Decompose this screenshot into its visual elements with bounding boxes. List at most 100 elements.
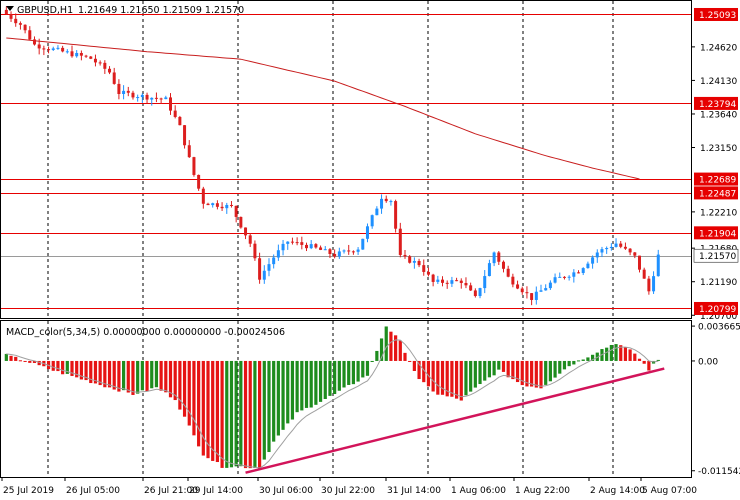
macd-bar bbox=[9, 355, 13, 361]
candle-body bbox=[197, 174, 201, 189]
macd-bar bbox=[211, 360, 215, 461]
macd-bar bbox=[590, 354, 595, 361]
candle-body bbox=[562, 276, 566, 278]
macd-bar bbox=[333, 360, 337, 395]
candle-body bbox=[272, 257, 276, 265]
macd-bar bbox=[37, 360, 41, 366]
macd-bar bbox=[164, 360, 168, 393]
macd-bar bbox=[548, 360, 552, 382]
macd-bar bbox=[595, 352, 599, 361]
macd-bar bbox=[656, 359, 660, 361]
candle-body bbox=[244, 227, 248, 236]
macd-bar bbox=[609, 344, 613, 361]
candle-body bbox=[42, 48, 46, 50]
macd-bar bbox=[75, 360, 79, 378]
candle-body bbox=[150, 97, 154, 100]
candle-body bbox=[351, 251, 355, 253]
macd-bar bbox=[70, 360, 74, 376]
candle-body bbox=[70, 51, 74, 57]
macd-bar bbox=[197, 360, 201, 447]
macd-bar bbox=[253, 360, 257, 469]
macd-bar bbox=[530, 360, 534, 387]
price-panel[interactable] bbox=[0, 0, 692, 319]
candle-body bbox=[483, 276, 487, 289]
macd-bar bbox=[586, 357, 590, 361]
collapse-triangle-icon[interactable] bbox=[6, 6, 14, 11]
candle-body bbox=[426, 271, 430, 275]
candle-body bbox=[23, 24, 27, 31]
candle-body bbox=[577, 272, 581, 274]
candle-body bbox=[525, 292, 529, 294]
macd-bar bbox=[394, 335, 398, 361]
candle-body bbox=[319, 247, 323, 250]
macd-bar bbox=[436, 360, 440, 395]
candle-body bbox=[600, 249, 604, 253]
time-tick-label: 29 Jul 14:00 bbox=[189, 486, 243, 496]
candle-body bbox=[136, 97, 140, 99]
candle-body bbox=[370, 215, 374, 227]
candle-body bbox=[314, 244, 318, 248]
time-tick-label: 30 Jul 06:00 bbox=[259, 486, 313, 496]
candle-body bbox=[553, 277, 557, 283]
macd-signal-line bbox=[6, 339, 659, 469]
macd-bar bbox=[412, 360, 416, 371]
macd-bar bbox=[454, 360, 459, 399]
macd-bar bbox=[403, 352, 407, 361]
candle-body bbox=[187, 145, 191, 158]
macd-bar bbox=[145, 360, 149, 391]
candle-body bbox=[534, 291, 538, 300]
macd-bar bbox=[168, 360, 173, 398]
candle-body bbox=[497, 252, 501, 262]
macd-bar bbox=[567, 360, 571, 367]
candle-body bbox=[464, 282, 468, 286]
macd-bar bbox=[65, 360, 69, 374]
candlesticks bbox=[4, 6, 660, 306]
level-price-tag bbox=[694, 96, 738, 110]
candle-body bbox=[403, 254, 407, 257]
candle-body bbox=[347, 250, 351, 252]
candle-body bbox=[337, 251, 341, 257]
candle-body bbox=[192, 157, 196, 175]
macd-bar bbox=[243, 360, 248, 469]
candle-body bbox=[126, 90, 130, 93]
macd-bar bbox=[459, 360, 463, 401]
time-tick-label: 26 Jul 05:00 bbox=[66, 486, 120, 496]
price-axis: 1.246201.241301.236401.231501.222101.216… bbox=[691, 7, 739, 322]
macd-bar bbox=[501, 360, 506, 372]
candle-body bbox=[539, 290, 543, 292]
macd-bar bbox=[201, 360, 205, 456]
candle-body bbox=[398, 228, 402, 255]
candle-body bbox=[140, 94, 144, 98]
level-price-label: 1.23794 bbox=[699, 100, 736, 110]
macd-bar bbox=[497, 360, 501, 370]
candle-body bbox=[511, 276, 515, 285]
macd-bar bbox=[103, 360, 107, 388]
time-tick-label: 1 Aug 06:00 bbox=[451, 486, 506, 496]
candle-body bbox=[450, 280, 454, 284]
macd-bar bbox=[117, 360, 121, 392]
candle-body bbox=[234, 205, 238, 217]
current-price-tag bbox=[693, 248, 739, 263]
candle-body bbox=[309, 244, 313, 249]
candle-body bbox=[168, 97, 172, 111]
horizontal-levels bbox=[1, 14, 691, 309]
macd-bar bbox=[61, 360, 65, 375]
candle-body bbox=[623, 246, 627, 249]
macd-bar bbox=[14, 356, 18, 361]
macd-bar bbox=[426, 360, 431, 387]
price-tick-label: 1.23640 bbox=[700, 110, 737, 120]
macd-bar bbox=[356, 360, 360, 382]
level-price-label: 1.20799 bbox=[699, 305, 736, 315]
candle-body bbox=[652, 276, 656, 292]
level-price-tag bbox=[694, 301, 738, 315]
macd-bar bbox=[351, 360, 356, 385]
macd-bar bbox=[384, 326, 388, 361]
macd-bar bbox=[32, 360, 37, 363]
candle-body bbox=[591, 257, 595, 264]
macd-panel[interactable] bbox=[0, 320, 692, 478]
candle-body bbox=[408, 256, 412, 263]
macd-bar bbox=[440, 360, 445, 395]
macd-bar bbox=[328, 360, 332, 396]
macd-bar bbox=[314, 360, 318, 405]
